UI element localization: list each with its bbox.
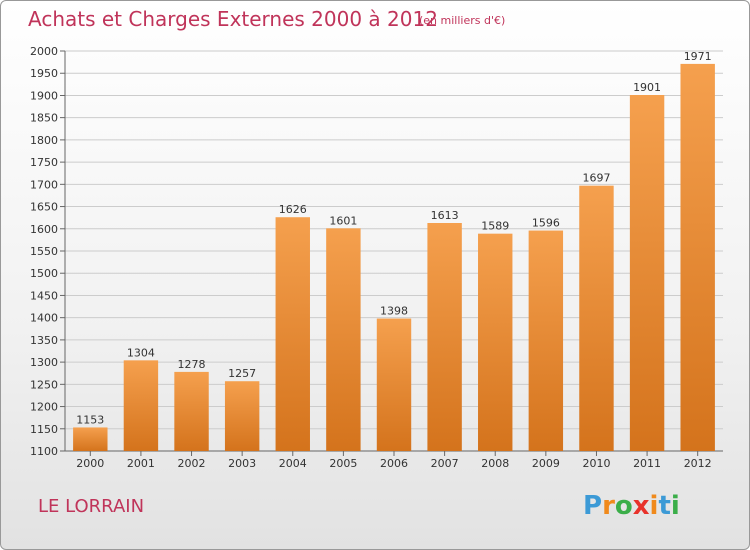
data-label-2008: 1589 <box>481 220 509 233</box>
bar-2003 <box>224 381 260 451</box>
y-tick-label: 1550 <box>30 245 58 258</box>
bar-2011 <box>629 95 665 451</box>
proxiti-logo: Proxiti <box>583 491 680 521</box>
chart-subtitle: (en milliers d'€) <box>419 14 506 27</box>
data-label-2007: 1613 <box>431 209 459 222</box>
y-tick-label: 1900 <box>30 89 58 102</box>
bar-2008 <box>478 233 513 451</box>
bar-2007 <box>427 223 462 451</box>
y-tick-label: 1400 <box>30 312 58 325</box>
x-tick-label-2005: 2005 <box>329 457 357 470</box>
y-tick-label: 1450 <box>30 289 58 302</box>
data-label-2012: 1971 <box>684 50 712 63</box>
y-tick-label: 1250 <box>30 378 58 391</box>
logo-letter: r <box>602 491 615 521</box>
x-tick-label-2003: 2003 <box>228 457 256 470</box>
y-tick-label: 1650 <box>30 201 58 214</box>
x-tick-label-2002: 2002 <box>178 457 206 470</box>
bar-2000 <box>73 427 108 451</box>
y-tick-label: 1200 <box>30 401 58 414</box>
y-tick-label: 2000 <box>30 45 58 58</box>
x-tick-label-2012: 2012 <box>684 457 712 470</box>
logo-letter: i <box>670 491 680 521</box>
bar-2010 <box>579 185 614 451</box>
x-tick-label-2006: 2006 <box>380 457 408 470</box>
y-tick-label: 1600 <box>30 223 58 236</box>
x-tick-label-2011: 2011 <box>633 457 661 470</box>
y-tick-label: 1500 <box>30 267 58 280</box>
data-labels: 1153 1304 1278 1257 1626 1601 1398 1613 1589 1596… <box>76 50 711 427</box>
y-tick-label: 1350 <box>30 334 58 347</box>
bar-2009 <box>528 230 564 451</box>
y-tick-label: 1950 <box>30 67 58 80</box>
data-label-2010: 1697 <box>582 172 610 185</box>
y-tick-label: 1100 <box>30 445 58 458</box>
y-tick-label: 1300 <box>30 356 58 369</box>
logo-letter: i <box>649 491 659 521</box>
x-tick-label-2004: 2004 <box>279 457 307 470</box>
data-label-2000: 1153 <box>76 413 104 426</box>
data-label-2001: 1304 <box>127 346 155 359</box>
commune-name: LE LORRAIN <box>38 496 145 517</box>
logo-letter: o <box>614 491 633 521</box>
data-label-2006: 1398 <box>380 305 408 318</box>
bar-2001 <box>123 360 159 451</box>
data-label-2011: 1901 <box>633 81 661 94</box>
logo-letter: t <box>658 491 671 521</box>
y-tick-label: 1150 <box>30 423 58 436</box>
logo-letter: x <box>632 491 650 521</box>
data-label-2002: 1278 <box>178 358 206 371</box>
x-tick-label-2008: 2008 <box>481 457 509 470</box>
y-tick-label: 1700 <box>30 178 58 191</box>
x-tick-label-2000: 2000 <box>76 457 104 470</box>
bar-2012 <box>680 63 715 452</box>
chart-title: Achats et Charges Externes 2000 à 2012 <box>28 7 438 31</box>
bar-2006 <box>376 318 412 451</box>
x-tick-label-2007: 2007 <box>431 457 459 470</box>
x-tick-label-2009: 2009 <box>532 457 560 470</box>
data-label-2009: 1596 <box>532 217 560 230</box>
data-label-2004: 1626 <box>279 203 307 216</box>
data-label-2005: 1601 <box>329 214 357 227</box>
bar-2005 <box>326 228 361 451</box>
axes: 1100 1150 1200 1250 1300 1350 1400 1450 1500 1550… <box>30 45 723 470</box>
bar-2004 <box>275 217 310 451</box>
y-tick-label: 1850 <box>30 112 58 125</box>
x-tick-label-2001: 2001 <box>127 457 155 470</box>
y-tick-label: 1800 <box>30 134 58 147</box>
logo-letter: P <box>583 491 603 521</box>
y-tick-label: 1750 <box>30 156 58 169</box>
x-tick-label-2010: 2010 <box>582 457 610 470</box>
data-label-2003: 1257 <box>228 367 256 380</box>
bars <box>73 63 715 452</box>
bar-2002 <box>174 371 209 451</box>
